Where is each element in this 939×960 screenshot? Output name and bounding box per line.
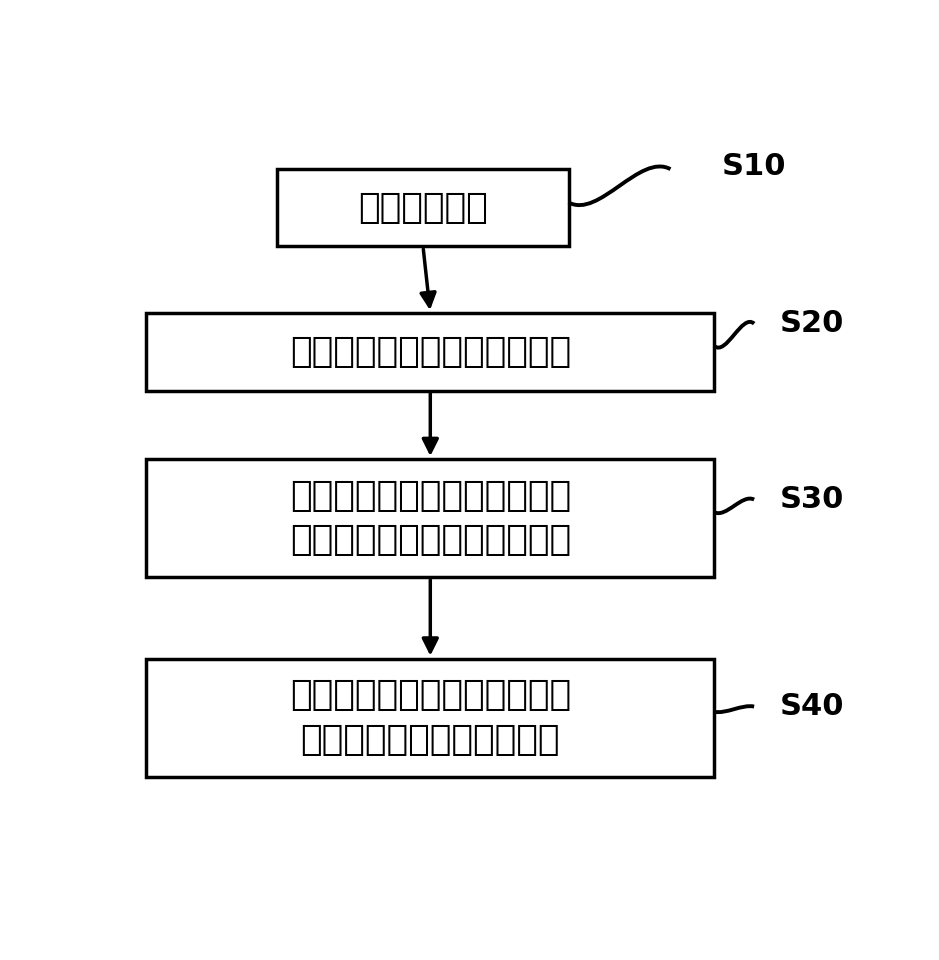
- Text: 根据激活函数的输入值以及对
应的线性函数参数进行计算: 根据激活函数的输入值以及对 应的线性函数参数进行计算: [290, 679, 571, 757]
- Text: 计算不同区间的线性函数参数: 计算不同区间的线性函数参数: [290, 335, 571, 369]
- Bar: [278, 169, 569, 247]
- Bar: [146, 313, 715, 391]
- Text: S20: S20: [779, 309, 844, 338]
- Bar: [146, 459, 715, 577]
- Bar: [146, 659, 715, 777]
- Text: S30: S30: [779, 485, 844, 515]
- Text: S40: S40: [779, 692, 844, 721]
- Text: 划分函数区间: 划分函数区间: [358, 191, 488, 225]
- Text: S10: S10: [721, 153, 786, 181]
- Text: 根据激活函数的输入值查找对
应的函数区间及线性函数参数: 根据激活函数的输入值查找对 应的函数区间及线性函数参数: [290, 479, 571, 558]
